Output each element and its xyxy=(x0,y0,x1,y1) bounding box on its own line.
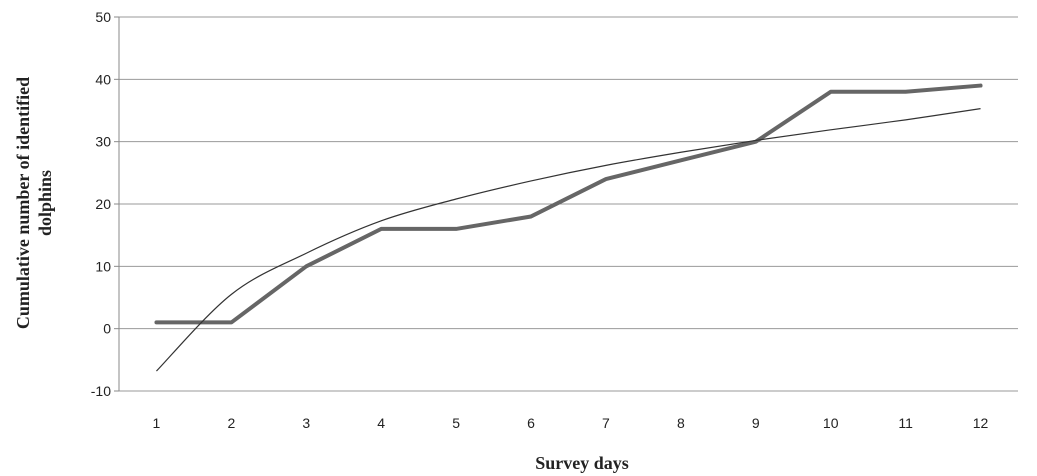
x-tick-label: 3 xyxy=(302,415,310,431)
y-tick-label: 40 xyxy=(95,71,111,87)
y-axis-title-line-1: Cumulative number of identified xyxy=(13,77,33,329)
x-tick-label: 1 xyxy=(153,415,161,431)
x-axis-title: Survey days xyxy=(535,453,629,473)
y-tick-label: 0 xyxy=(103,321,111,337)
cumulative-series-line xyxy=(154,83,983,325)
x-tick-label: 8 xyxy=(677,415,685,431)
y-tick-label: 20 xyxy=(95,196,111,212)
series-lines xyxy=(154,83,983,372)
x-tick-label: 5 xyxy=(452,415,460,431)
y-tick-label: -10 xyxy=(91,383,111,399)
gridlines xyxy=(119,16,1018,392)
trendline-series xyxy=(156,108,981,372)
x-tick-label: 10 xyxy=(823,415,839,431)
axes xyxy=(114,16,120,392)
x-tick-label: 12 xyxy=(973,415,989,431)
y-tick-label: 10 xyxy=(95,258,111,274)
x-tick-label: 4 xyxy=(377,415,385,431)
y-tick-label: 50 xyxy=(95,9,111,25)
x-tick-label: 7 xyxy=(602,415,610,431)
x-tick-label: 2 xyxy=(227,415,235,431)
x-tick-label: 11 xyxy=(898,415,913,431)
y-tick-label: 30 xyxy=(95,134,111,150)
x-tick-label: 6 xyxy=(527,415,535,431)
x-tick-label: 9 xyxy=(752,415,760,431)
y-axis-title-line-2: dolphins xyxy=(35,170,55,236)
